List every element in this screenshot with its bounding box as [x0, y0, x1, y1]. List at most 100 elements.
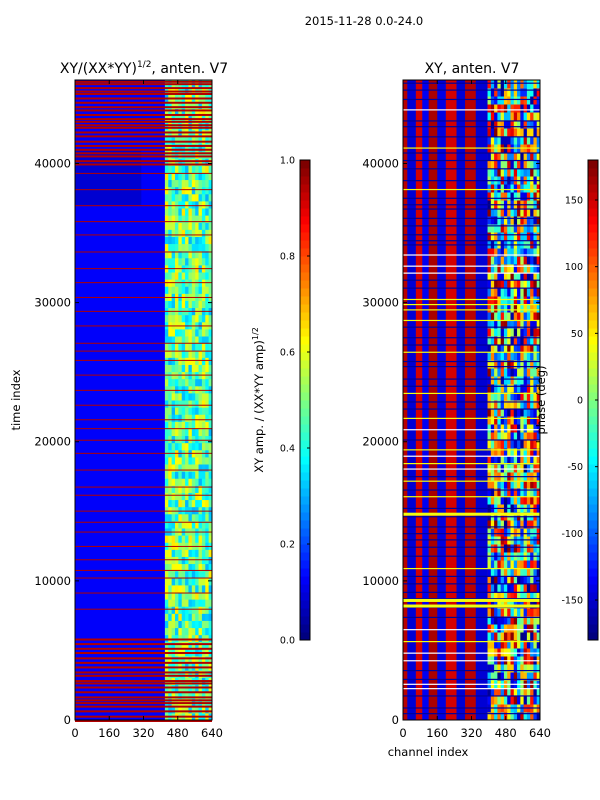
- right-noise-cell: [490, 560, 495, 569]
- left-band-cell: [174, 620, 179, 629]
- right-noise-cell: [510, 672, 515, 681]
- right-noise-cell: [536, 520, 541, 529]
- left-band-cell: [191, 670, 196, 678]
- left-band-cell: [185, 286, 189, 294]
- left-colorbar-gradient-step: [300, 248, 310, 257]
- right-noise-cell: [530, 416, 534, 425]
- right-colorbar-gradient-step: [588, 464, 598, 473]
- right-stripe: [403, 583, 540, 585]
- left-band-cell: [201, 272, 206, 280]
- left-band-cell: [171, 563, 176, 572]
- left-band-cell: [168, 172, 173, 181]
- right-noise-cell: [526, 416, 531, 425]
- left-band-cell: [181, 208, 186, 216]
- right-noise-cell: [497, 112, 502, 121]
- left-band-cell: [195, 300, 200, 309]
- left-colorbar-gradient-step: [300, 376, 310, 385]
- left-red-stripe: [75, 671, 212, 674]
- left-band-cell: [174, 520, 179, 529]
- left-band-cell: [195, 151, 200, 159]
- right-noise-cell: [513, 280, 518, 289]
- right-noise-cell: [490, 80, 495, 89]
- right-noise-cell: [523, 712, 528, 721]
- right-noise-cell: [536, 624, 541, 633]
- left-band-cell: [195, 634, 200, 643]
- right-colorbar-gradient-step: [588, 360, 598, 369]
- right-noise-cell: [487, 712, 492, 721]
- right-noise-cell: [526, 456, 531, 465]
- right-noise-cell: [487, 224, 492, 233]
- right-noise-cell: [520, 312, 525, 321]
- right-noise-cell: [487, 368, 492, 377]
- right-stripe: [403, 188, 540, 191]
- right-noise-cell: [490, 352, 495, 361]
- left-band-cell: [188, 172, 193, 181]
- left-band-cell: [208, 272, 213, 280]
- right-noise-cell: [497, 208, 502, 217]
- left-band-cell: [201, 599, 206, 607]
- right-noise-cell: [487, 120, 492, 129]
- right-noise-cell: [507, 464, 511, 473]
- left-band-cell: [208, 229, 213, 237]
- left-ytick-label: 30000: [34, 296, 71, 310]
- right-noise-cell: [490, 424, 495, 433]
- left-band-cell: [171, 222, 176, 230]
- right-noise-cell: [487, 288, 492, 297]
- right-noise-cell: [497, 624, 502, 633]
- right-noise-cell: [536, 696, 541, 705]
- right-noise-cell: [507, 136, 511, 145]
- right-noise-cell: [507, 496, 511, 505]
- right-noise-cell: [494, 592, 498, 601]
- right-noise-cell: [507, 648, 511, 657]
- right-noise-cell: [494, 352, 498, 361]
- left-band-cell: [205, 286, 210, 294]
- left-band-cell: [208, 357, 213, 365]
- right-noise-cell: [530, 528, 534, 537]
- left-band-cell: [205, 592, 210, 600]
- right-noise-cell: [503, 496, 508, 505]
- left-band-cell: [171, 286, 176, 294]
- left-band-cell: [198, 506, 203, 515]
- left-band-cell: [164, 513, 169, 522]
- left-band-cell: [201, 570, 206, 579]
- left-band-cell: [191, 506, 196, 515]
- left-band-cell: [168, 421, 173, 429]
- left-band-cell: [195, 392, 200, 401]
- right-noise-cell: [510, 368, 515, 377]
- right-noise-cell: [500, 112, 505, 121]
- right-noise-cell: [487, 384, 492, 393]
- right-noise-cell: [526, 568, 531, 577]
- left-band-cell: [164, 151, 169, 159]
- right-noise-cell: [523, 408, 528, 417]
- left-band-cell: [168, 385, 173, 394]
- left-band-cell: [164, 656, 169, 664]
- right-noise-cell: [513, 432, 518, 441]
- right-noise-cell: [517, 296, 521, 305]
- left-colorbar-gradient-step: [300, 384, 310, 393]
- right-stripe: [403, 303, 540, 306]
- right-noise-cell: [533, 328, 538, 337]
- left-band-cell: [174, 499, 179, 508]
- left-colorbar-gradient-step: [300, 568, 310, 577]
- right-noise-cell: [497, 584, 502, 593]
- right-noise-cell: [513, 416, 518, 425]
- right-noise-cell: [520, 400, 525, 409]
- right-noise-cell: [530, 344, 534, 353]
- left-band-cell: [198, 286, 203, 294]
- left-band-cell: [168, 378, 173, 387]
- right-noise-cell: [503, 112, 508, 121]
- left-band-cell: [195, 592, 200, 600]
- right-noise-cell: [487, 304, 492, 313]
- right-noise-cell: [530, 80, 534, 89]
- left-band-cell: [171, 172, 176, 181]
- right-noise-cell: [490, 608, 495, 617]
- left-band-cell: [181, 705, 186, 714]
- right-noise-cell: [510, 520, 515, 529]
- right-noise-cell: [490, 88, 495, 97]
- right-noise-cell: [513, 96, 518, 105]
- right-colorbar-gradient-step: [588, 280, 598, 289]
- left-band-cell: [181, 193, 186, 202]
- left-band-cell: [201, 506, 206, 515]
- left-band-cell: [198, 350, 203, 358]
- right-noise-cell: [510, 328, 515, 337]
